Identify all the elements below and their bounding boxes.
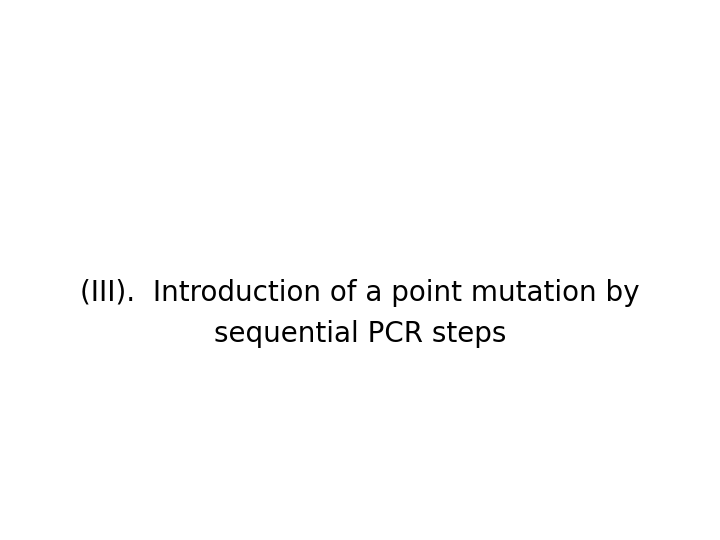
- Text: (III).  Introduction of a point mutation by
sequential PCR steps: (III). Introduction of a point mutation …: [80, 279, 640, 348]
